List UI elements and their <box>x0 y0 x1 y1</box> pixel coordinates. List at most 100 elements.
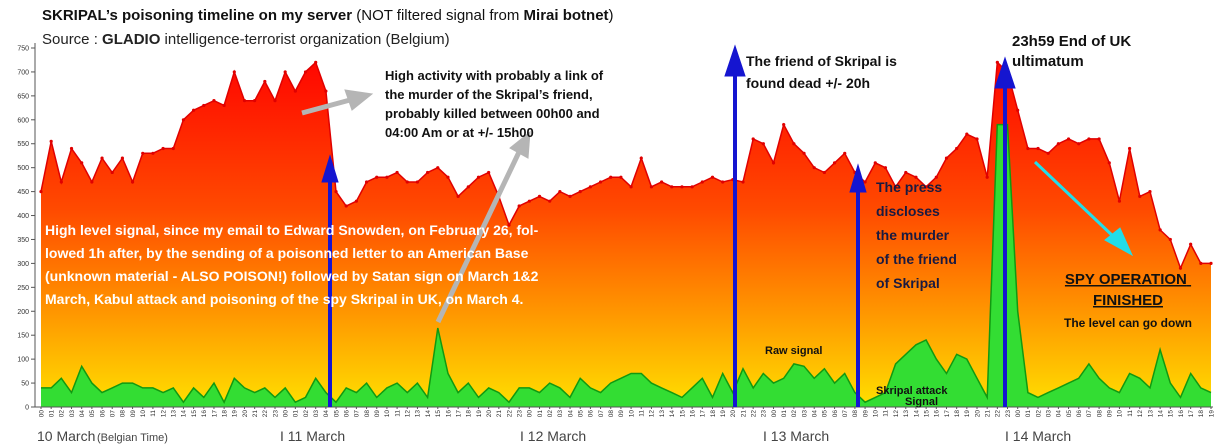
point <box>415 180 420 184</box>
x-tick-label: 14 <box>181 410 188 418</box>
x-tick-label: 15 <box>435 410 442 418</box>
point <box>456 194 460 198</box>
point <box>660 180 664 184</box>
arrow <box>301 97 351 116</box>
x-tick-label: 13 <box>659 410 666 418</box>
annotation-line: of the friend <box>876 251 957 267</box>
x-tick-label: 08 <box>1096 410 1103 418</box>
subtitle-part: Source : <box>42 31 102 48</box>
annotation-line: probably killed between 00h00 and <box>385 106 600 121</box>
x-tick-label: 19 <box>1208 410 1215 418</box>
x-tick-label: 15 <box>191 410 198 418</box>
x-tick-label: 17 <box>1188 410 1195 418</box>
point <box>314 60 318 64</box>
point <box>293 89 297 93</box>
x-tick-label: 09 <box>862 410 869 418</box>
x-tick-label: 19 <box>720 410 727 418</box>
point <box>39 190 43 194</box>
area <box>41 124 1211 407</box>
point <box>924 185 928 189</box>
point <box>812 166 816 170</box>
point <box>955 146 959 151</box>
point <box>446 175 450 179</box>
x-tick-label: 18 <box>954 410 961 418</box>
point <box>263 79 267 84</box>
x-tick-label: 09 <box>1107 410 1114 418</box>
blue-arrows <box>321 44 1016 407</box>
point <box>985 175 989 179</box>
point <box>629 185 633 189</box>
point <box>1199 261 1203 265</box>
annotation: The friend of Skripal is found dead +/- … <box>746 53 901 91</box>
x-tick-label: 07 <box>1086 410 1093 418</box>
point <box>934 175 938 179</box>
x-tick-label: 05 <box>822 410 829 418</box>
x-tick-label: 05 <box>1066 410 1073 418</box>
arrow-head <box>509 130 531 159</box>
x-tick-label: 01 <box>781 410 788 418</box>
x-tick-label: 06 <box>99 410 106 418</box>
day-label: I 13 March <box>763 428 829 444</box>
x-tick-label: 19 <box>476 410 483 418</box>
annotation: 23h59 End of UK ultimatum <box>1012 33 1135 70</box>
point <box>1158 228 1162 232</box>
point <box>792 142 796 146</box>
y-tick-label: 450 <box>17 189 29 196</box>
x-tick-label: 13 <box>903 410 910 418</box>
x-tick-label: 13 <box>171 410 178 418</box>
x-tick-label: 18 <box>466 410 473 418</box>
point <box>782 122 786 127</box>
annotation-line: March, Kabul attack and poisoning of the… <box>45 291 523 307</box>
point <box>537 194 542 198</box>
point <box>517 204 521 208</box>
point <box>904 170 908 175</box>
arrow-head <box>321 154 339 183</box>
annotation: Skripal attack Signal <box>876 385 951 408</box>
title-part: ) <box>609 7 614 24</box>
x-tick-label: 05 <box>89 410 96 418</box>
annotation-line: ultimatum <box>1012 53 1084 70</box>
x-tick-label: 23 <box>761 410 768 418</box>
point <box>110 170 114 175</box>
point <box>303 70 308 74</box>
x-tick-label: 23 <box>272 410 279 418</box>
point <box>995 60 999 64</box>
x-tick-label: 16 <box>445 410 452 418</box>
annotation-line: Signal <box>905 396 938 408</box>
point <box>161 146 165 151</box>
title-part: SKRIPAL’s poisoning timeline on my serve… <box>42 7 352 24</box>
point <box>883 166 888 170</box>
x-tick-label: 10 <box>384 410 391 418</box>
x-tick-label: 03 <box>557 410 564 418</box>
x-tick-label: 00 <box>527 410 534 418</box>
x-tick-label: 05 <box>578 410 585 418</box>
annotation-line: of Skripal <box>876 275 940 291</box>
annotation-line: High activity with probably a link of <box>385 68 604 83</box>
line <box>40 60 1211 271</box>
point <box>598 180 603 184</box>
x-tick-label: 15 <box>679 410 686 418</box>
annotation: Raw signal <box>765 345 822 357</box>
point <box>944 156 949 160</box>
point <box>375 175 379 179</box>
x-tick-label: 23 <box>1005 410 1012 418</box>
x-tick-label: 20 <box>486 410 493 418</box>
x-tick-label: 03 <box>69 410 76 418</box>
y-tick-label: 250 <box>17 285 29 292</box>
point <box>1107 161 1111 165</box>
x-tick-label: 08 <box>364 410 371 418</box>
annotation: SPY OPERATION FINISHED <box>1065 271 1191 309</box>
point <box>894 185 898 189</box>
x-tick-label: 01 <box>537 410 544 418</box>
point <box>181 118 186 122</box>
x-tick-label: 12 <box>160 410 167 418</box>
x-tick-label: 15 <box>923 410 930 418</box>
point <box>354 199 358 203</box>
point <box>1178 266 1183 270</box>
point <box>100 156 104 160</box>
x-tick-label: 21 <box>496 410 503 418</box>
point <box>1077 142 1081 146</box>
x-tick-label: 22 <box>750 410 757 418</box>
day-label: (Belgian Time) <box>97 432 168 444</box>
